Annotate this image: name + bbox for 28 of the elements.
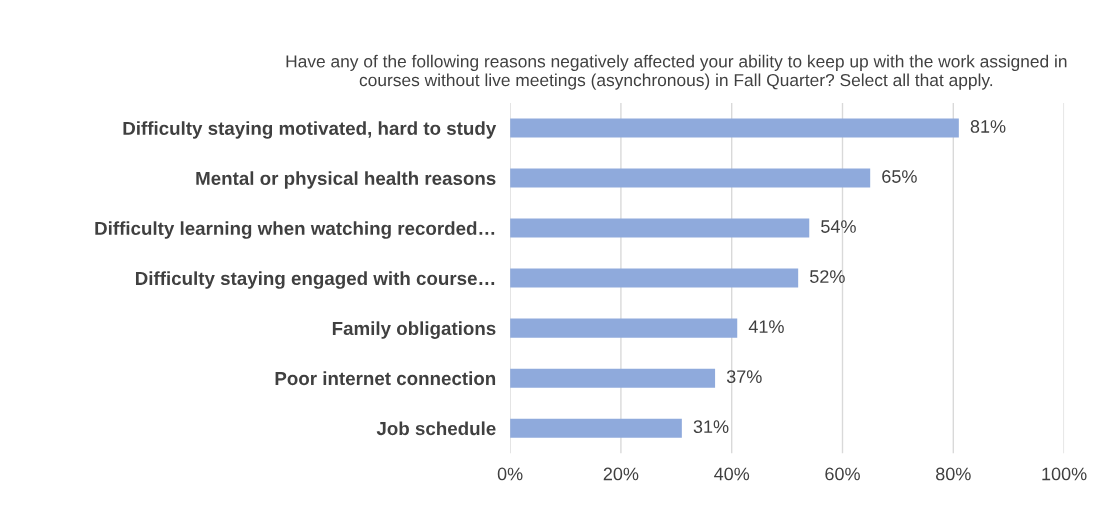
x-tick-label: 20% (603, 467, 639, 481)
y-tick-label: Mental or physical health reasons (196, 171, 496, 189)
x-tick-label: 100% (1042, 467, 1087, 481)
data-label: 41% (748, 320, 784, 333)
data-label: 65% (882, 170, 917, 183)
chart-title: Have any of the following reasons negatively affected your ability to keep up with the work assigned in courses without live meetings (asynchronous) in Fall Quarter? Select all that apply. (286, 54, 1067, 90)
x-tick-label: 60% (825, 467, 860, 481)
bar (510, 268, 799, 288)
x-tick-label: 80% (936, 467, 971, 481)
y-tick-label: Job schedule (376, 421, 496, 436)
data-label: 52% (810, 270, 845, 283)
data-label: 37% (726, 370, 762, 383)
data-label: 31% (693, 420, 729, 434)
bar (510, 118, 959, 138)
y-tick-label: Difficulty staying engaged with course… (135, 271, 495, 289)
bar (510, 368, 716, 388)
bar (510, 318, 738, 338)
x-tick-label: 0% (497, 467, 523, 481)
y-tick-label: Difficulty staying motivated, hard to study (123, 121, 497, 139)
bar (510, 218, 810, 238)
y-tick-label: Difficulty learning when watching recorded… (95, 221, 495, 239)
x-tick-label: 40% (714, 467, 750, 481)
data-label: 54% (821, 220, 856, 233)
bar (510, 168, 871, 188)
y-tick-label: Family obligations (332, 321, 496, 339)
y-tick-label: Poor internet connection (275, 371, 496, 386)
bar (510, 418, 682, 438)
data-label: 81% (970, 120, 1006, 133)
